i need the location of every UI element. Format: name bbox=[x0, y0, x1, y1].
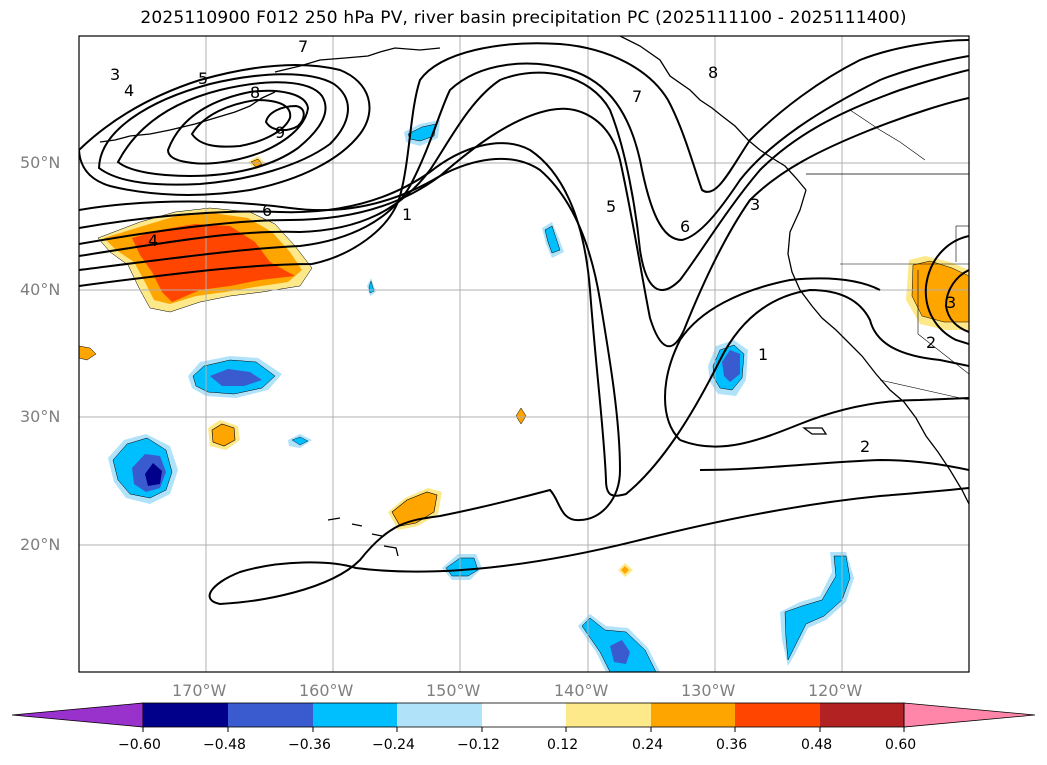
contour-label: 3 bbox=[750, 195, 760, 214]
contour-label: 5 bbox=[198, 69, 208, 88]
colorbar-tick-label: 0.12 bbox=[547, 737, 579, 753]
lon-tick-label: 150°W bbox=[426, 681, 481, 700]
colorbar-tick-label: 0.36 bbox=[716, 737, 748, 753]
precip-negative-spot bbox=[544, 225, 561, 254]
contour-label: 2 bbox=[860, 437, 870, 456]
lon-tick-label: 160°W bbox=[299, 681, 354, 700]
precip-positive-spot bbox=[515, 407, 527, 425]
contour-label: 8 bbox=[708, 63, 718, 82]
contour-label: 5 bbox=[606, 197, 616, 216]
precip-negative-spot bbox=[210, 369, 262, 386]
colorbar-tick-label: 0.48 bbox=[801, 737, 833, 753]
lat-tick-label: 30°N bbox=[20, 407, 61, 426]
contour-label: 7 bbox=[632, 87, 642, 106]
precip-negative-spot bbox=[610, 640, 630, 664]
contour-label: 4 bbox=[124, 81, 134, 100]
precip-positive-area bbox=[132, 224, 295, 302]
lat-tick-label: 50°N bbox=[20, 153, 61, 172]
contour-label: 8 bbox=[250, 83, 260, 102]
chart-title: 2025110900 F012 250 hPa PV, river basin … bbox=[140, 8, 907, 28]
lat-tick-label: 20°N bbox=[20, 535, 61, 554]
plot-frame bbox=[78, 35, 970, 673]
precip-shading bbox=[79, 120, 969, 672]
precip-negative-spot bbox=[145, 463, 162, 486]
precip-positive-spot bbox=[79, 345, 97, 361]
colorbar-tick-label: −0.24 bbox=[372, 737, 415, 753]
contour-label: 4 bbox=[148, 231, 158, 250]
colorbar-tick-label: 0.60 bbox=[885, 737, 917, 753]
colorbar-tick-label: −0.12 bbox=[457, 737, 500, 753]
lon-tick-label: 140°W bbox=[554, 681, 609, 700]
lat-tick-label: 40°N bbox=[20, 280, 61, 299]
pv-contours bbox=[79, 39, 969, 606]
precip-negative-spot bbox=[291, 436, 309, 446]
colorbar-tick-label: −0.48 bbox=[203, 737, 246, 753]
lon-tick-label: 170°W bbox=[172, 681, 227, 700]
lon-tick-label: 120°W bbox=[808, 681, 863, 700]
colorbar bbox=[11, 702, 1036, 732]
precip-negative-spot bbox=[722, 350, 740, 382]
contour-label: 1 bbox=[758, 345, 768, 364]
contour-label: 6 bbox=[680, 217, 690, 236]
contour-labels: 3 4 5 8 9 6 4 1 7 5 6 7 8 3 1 2 3 2 bbox=[110, 37, 956, 456]
colorbar-tick-label: 0.24 bbox=[632, 737, 664, 753]
lon-tick-label: 130°W bbox=[681, 681, 736, 700]
contour-label: 2 bbox=[926, 333, 936, 352]
precip-positive-area bbox=[911, 260, 969, 323]
precip-positive-spot bbox=[211, 423, 236, 447]
precip-negative-spot bbox=[784, 555, 851, 661]
colorbar-tick-label: −0.60 bbox=[118, 737, 161, 753]
contour-label: 1 bbox=[402, 205, 412, 224]
contour-label: 7 bbox=[298, 37, 308, 56]
colorbar-tick-label: −0.36 bbox=[288, 737, 331, 753]
contour-label: 9 bbox=[275, 123, 285, 142]
contour-label: 3 bbox=[110, 65, 120, 84]
contour-label: 3 bbox=[946, 293, 956, 312]
precip-positive-spot bbox=[391, 491, 438, 527]
precip-positive-spot bbox=[621, 566, 629, 574]
coastlines bbox=[99, 36, 969, 557]
contour-label: 6 bbox=[262, 201, 272, 220]
